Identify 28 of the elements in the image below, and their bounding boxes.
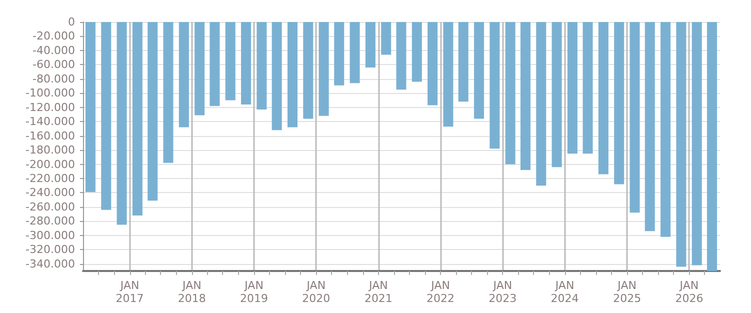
x-tick-label: JAN 2023 — [488, 279, 517, 305]
x-tick-label: JAN 2020 — [302, 279, 330, 305]
x-tick-label: JAN 2022 — [426, 279, 455, 305]
y-tick-label: 0 — [68, 16, 75, 28]
y-tick-label: -60.000 — [32, 58, 75, 72]
y-tick-label: -300.000 — [26, 228, 75, 242]
x-tick-label: JAN 2017 — [116, 279, 144, 305]
x-tick-label: JAN 2019 — [240, 279, 268, 305]
y-tick-label: -220.000 — [26, 172, 75, 186]
y-tick-label: -240.000 — [26, 186, 75, 200]
x-tick-label: JAN 2026 — [675, 279, 704, 305]
y-tick-label: -140.000 — [26, 115, 75, 128]
y-tick-label: -180.000 — [26, 144, 75, 157]
y-tick-label: -340.000 — [26, 257, 75, 270]
y-tick-label: -200.000 — [26, 158, 75, 171]
x-tick-label: JAN 2018 — [178, 279, 206, 305]
y-tick-label: -260.000 — [26, 200, 75, 214]
x-tick-label: JAN 2024 — [550, 279, 579, 305]
y-tick-label: -100.000 — [26, 86, 75, 100]
y-tick-label: -120.000 — [26, 100, 75, 114]
y-tick-label: -40.000 — [32, 44, 75, 57]
y-tick-label: -20.000 — [32, 30, 75, 43]
y-tick-label: -280.000 — [26, 214, 75, 228]
y-tick-label: -320.000 — [26, 243, 75, 256]
x-tick-label: JAN 2021 — [364, 279, 392, 305]
y-tick-label: -160.000 — [26, 129, 75, 142]
x-tick-label: JAN 2025 — [613, 279, 642, 305]
y-tick-label: -80.000 — [32, 72, 75, 86]
